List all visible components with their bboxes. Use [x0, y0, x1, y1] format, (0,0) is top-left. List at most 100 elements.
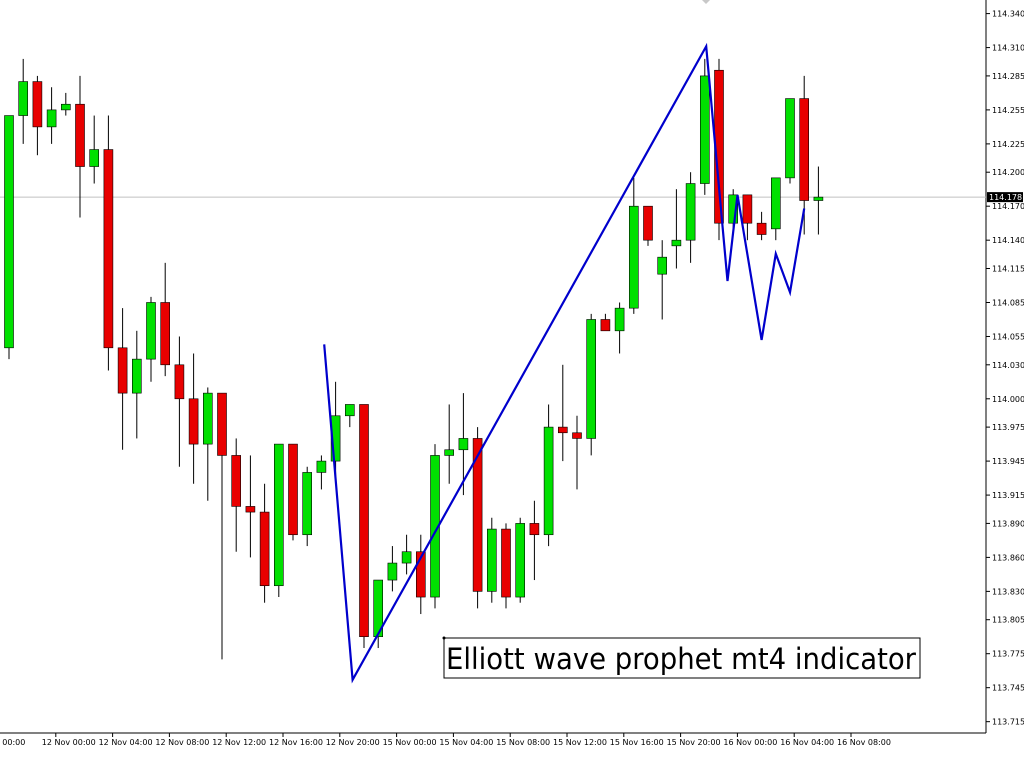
- x-tick-label: 15 Nov 12:00: [553, 738, 607, 747]
- scroll-marker-icon: [702, 0, 710, 4]
- y-tick-label: 113.805: [992, 616, 1024, 625]
- bull-candle: [543, 426, 554, 536]
- bear-candle: [756, 222, 767, 235]
- y-tick-label: 114.170: [992, 202, 1024, 211]
- y-tick-label: 113.945: [992, 457, 1024, 466]
- elliott-wave-line: [323, 42, 806, 684]
- bull-candle: [302, 472, 313, 536]
- y-tick-label: 113.890: [992, 519, 1024, 528]
- bear-candle: [643, 205, 653, 241]
- current-price-box: [987, 192, 1023, 203]
- bear-candle: [472, 438, 483, 592]
- y-tick-label: 113.975: [992, 423, 1024, 432]
- x-tick-label: 12 Nov 00:00: [42, 738, 96, 747]
- bear-candle: [359, 404, 369, 638]
- x-tick-label: 16 Nov 00:00: [723, 738, 777, 747]
- x-tick-label: 15 Nov 20:00: [667, 738, 721, 747]
- x-tick-label: v 00:00: [0, 738, 25, 747]
- bull-candle: [373, 579, 384, 638]
- x-tick-label: 15 Nov 00:00: [383, 738, 437, 747]
- bear-candle: [188, 398, 199, 445]
- bull-candle: [671, 239, 682, 247]
- bull-candle: [401, 551, 412, 564]
- bear-candle: [572, 432, 582, 439]
- bull-candle: [614, 307, 625, 332]
- bear-candle: [103, 149, 114, 349]
- y-tick-label: 114.085: [992, 298, 1024, 307]
- bull-candle: [316, 460, 327, 473]
- x-tick-label: 15 Nov 08:00: [496, 738, 550, 747]
- y-tick-label: 114.340: [992, 10, 1024, 19]
- bull-candle: [628, 205, 639, 309]
- y-tick-label: 113.715: [992, 718, 1024, 727]
- y-tick-label: 114.055: [992, 332, 1024, 341]
- bull-candle: [515, 523, 526, 598]
- bear-candle: [288, 443, 298, 536]
- x-tick-label: 15 Nov 16:00: [610, 738, 664, 747]
- bear-candle: [529, 523, 540, 536]
- bull-candle: [18, 81, 29, 116]
- bull-candle: [458, 438, 469, 451]
- bear-candle: [501, 528, 511, 598]
- bear-candle: [259, 511, 270, 587]
- annotation-box: [443, 637, 921, 679]
- bull-candle: [770, 177, 781, 230]
- bear-candle: [174, 364, 185, 400]
- bear-candle: [742, 194, 753, 224]
- annotation-text: Elliott wave prophet mt4 indicator: [446, 642, 916, 676]
- y-tick-label: 113.775: [992, 650, 1024, 659]
- x-tick-label: 12 Nov 04:00: [99, 738, 153, 747]
- bear-candle: [217, 392, 227, 456]
- bull-candle: [89, 149, 99, 167]
- x-tick-label: 16 Nov 04:00: [780, 738, 834, 747]
- y-tick-label: 113.860: [992, 553, 1024, 562]
- x-tick-label: 16 Nov 08:00: [837, 738, 891, 747]
- bull-candle: [785, 98, 795, 179]
- bull-candle: [146, 302, 156, 360]
- bull-candle: [387, 562, 398, 581]
- bull-candle: [586, 319, 597, 439]
- x-tick-label: 15 Nov 04:00: [439, 738, 493, 747]
- x-tick-label: 12 Nov 16:00: [269, 738, 323, 747]
- bear-candle: [32, 81, 43, 128]
- y-tick-label: 114.200: [992, 168, 1024, 177]
- y-tick-label: 114.255: [992, 106, 1024, 115]
- bull-candle: [657, 256, 668, 275]
- y-tick-label: 113.830: [992, 587, 1024, 596]
- y-tick-label: 114.225: [992, 140, 1024, 149]
- bull-candle: [273, 443, 284, 587]
- bull-candle: [699, 75, 710, 184]
- bear-candle: [557, 426, 568, 434]
- bull-candle: [813, 196, 824, 201]
- y-tick-label: 114.000: [992, 395, 1024, 404]
- y-tick-label: 114.030: [992, 361, 1024, 370]
- bear-candle: [245, 506, 256, 513]
- bear-candle: [799, 98, 810, 201]
- x-tick-label: 12 Nov 20:00: [326, 738, 380, 747]
- bull-candle: [60, 103, 71, 111]
- y-tick-label: 113.915: [992, 491, 1024, 500]
- bull-candle: [203, 392, 213, 445]
- bull-candle: [444, 449, 455, 456]
- bull-candle: [344, 404, 355, 417]
- bull-candle: [46, 109, 57, 128]
- y-tick-label: 114.115: [992, 265, 1024, 274]
- bear-candle: [231, 455, 241, 507]
- y-tick-label: 114.140: [992, 236, 1024, 245]
- bear-candle: [160, 302, 170, 366]
- x-tick-label: 12 Nov 12:00: [212, 738, 266, 747]
- current-price-label: 114.178: [989, 193, 1022, 202]
- bull-candle: [132, 358, 142, 394]
- y-tick-label: 114.310: [992, 44, 1024, 53]
- annotation-anchor: [442, 636, 446, 640]
- bull-candle: [685, 183, 696, 241]
- bull-candle: [4, 115, 14, 349]
- x-tick-label: 12 Nov 08:00: [155, 738, 209, 747]
- bear-candle: [75, 103, 85, 167]
- bear-candle: [600, 319, 611, 332]
- bear-candle: [415, 551, 426, 598]
- y-tick-label: 114.285: [992, 72, 1024, 81]
- bear-candle: [117, 347, 128, 394]
